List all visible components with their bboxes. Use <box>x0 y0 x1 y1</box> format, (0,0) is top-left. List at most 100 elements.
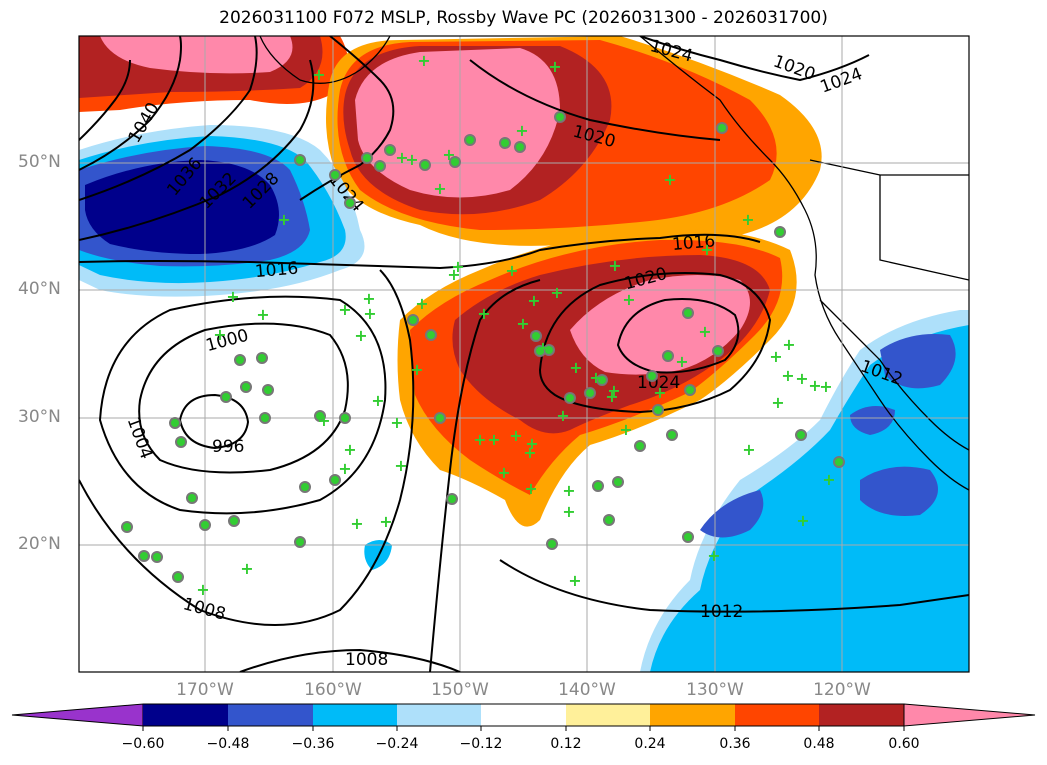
svg-text:+: + <box>781 366 794 385</box>
svg-text:+: + <box>771 393 784 412</box>
colorbar-tick-label: 0.60 <box>888 736 920 752</box>
colorbar-tick-label: −0.24 <box>375 736 419 752</box>
lon-label-150w: 150°W <box>431 680 489 700</box>
svg-text:+: + <box>338 300 351 319</box>
contour-label: 1016 <box>254 258 299 282</box>
svg-text:+: + <box>497 463 510 482</box>
gridlines <box>79 36 969 672</box>
svg-text:+: + <box>548 57 561 76</box>
svg-text:+: + <box>213 325 226 344</box>
svg-text:+: + <box>312 65 325 84</box>
svg-text:+: + <box>338 459 351 478</box>
svg-text:+: + <box>562 502 575 521</box>
svg-text:+: + <box>447 265 460 284</box>
svg-text:+: + <box>415 294 428 313</box>
isobar-1012 <box>429 279 541 672</box>
svg-text:+: + <box>653 383 666 402</box>
svg-text:+: + <box>769 347 782 366</box>
svg-text:+: + <box>562 481 575 500</box>
svg-text:+: + <box>226 287 239 306</box>
warm-core-east <box>570 275 750 375</box>
svg-text:+: + <box>362 289 375 308</box>
svg-text:+: + <box>390 413 403 432</box>
svg-text:+: + <box>240 559 253 578</box>
svg-text:+: + <box>395 148 408 167</box>
svg-text:+: + <box>350 514 363 533</box>
isobar-1000 <box>138 322 349 474</box>
svg-text:+: + <box>525 434 538 453</box>
svg-text:+: + <box>741 210 754 229</box>
svg-text:+: + <box>433 179 446 198</box>
colorbar-extend-low <box>11 703 144 727</box>
svg-text:+: + <box>487 430 500 449</box>
lon-label-140w: 140°W <box>558 680 616 700</box>
svg-text:+: + <box>607 381 620 400</box>
svg-text:+: + <box>675 352 688 371</box>
contour-label: 996 <box>212 437 244 457</box>
svg-text:+: + <box>405 150 418 169</box>
svg-text:+: + <box>622 290 635 309</box>
svg-text:+: + <box>363 304 376 323</box>
svg-text:+: + <box>354 326 367 345</box>
svg-text:+: + <box>509 426 522 445</box>
svg-text:+: + <box>256 305 269 324</box>
svg-text:+: + <box>524 479 537 498</box>
svg-text:+: + <box>569 358 582 377</box>
shading-layer <box>79 36 969 672</box>
colorbar-tick-label: −0.12 <box>459 736 503 752</box>
lon-label-160w: 160°W <box>304 680 362 700</box>
svg-text:+: + <box>589 368 602 387</box>
svg-text:+: + <box>550 283 563 302</box>
lon-label-130w: 130°W <box>686 680 744 700</box>
svg-text:+: + <box>698 322 711 341</box>
svg-text:+: + <box>568 571 581 590</box>
svg-text:+: + <box>477 304 490 323</box>
colorbar-tick-label: 0.12 <box>550 736 582 752</box>
svg-text:+: + <box>473 430 486 449</box>
colorbar-tick-label: −0.48 <box>206 736 250 752</box>
contour-label: 1008 <box>345 650 388 670</box>
svg-text:+: + <box>394 456 407 475</box>
lat-label-30n: 30°N <box>18 407 61 427</box>
svg-text:+: + <box>700 240 713 259</box>
svg-text:+: + <box>663 170 676 189</box>
svg-text:+: + <box>317 411 330 430</box>
colorbar-tick-label: −0.60 <box>121 736 165 752</box>
colorbar-tick-label: −0.36 <box>291 736 335 752</box>
isobar-1004 <box>98 295 387 515</box>
colorbar-extend-high <box>903 703 1036 727</box>
svg-text:+: + <box>619 420 632 439</box>
lat-label-50n: 50°N <box>18 152 61 172</box>
svg-text:+: + <box>379 512 392 531</box>
lon-label-170w: 170°W <box>176 680 234 700</box>
svg-text:+: + <box>371 391 384 410</box>
mslp-contours <box>79 36 969 672</box>
svg-text:+: + <box>556 406 569 425</box>
svg-text:+: + <box>523 443 536 462</box>
svg-text:+: + <box>277 210 290 229</box>
isobar-996 <box>178 393 250 450</box>
svg-text:+: + <box>605 387 618 406</box>
svg-text:+: + <box>515 121 528 140</box>
svg-text:+: + <box>796 511 809 530</box>
svg-text:+: + <box>343 440 356 459</box>
svg-text:+: + <box>742 440 755 459</box>
map-title: 2026031100 F072 MSLP, Rossby Wave PC (20… <box>219 8 828 28</box>
lon-label-120w: 120°W <box>813 680 871 700</box>
lat-label-40n: 40°N <box>18 279 61 299</box>
svg-text:+: + <box>707 546 720 565</box>
svg-text:+: + <box>417 51 430 70</box>
svg-text:+: + <box>516 314 529 333</box>
colorbar <box>11 703 1036 731</box>
svg-text:+: + <box>822 470 835 489</box>
isobar-1020-north <box>469 59 721 141</box>
svg-text:+: + <box>451 257 464 276</box>
svg-text:+: + <box>410 360 423 379</box>
colorbar-tick-label: 0.24 <box>634 736 666 752</box>
svg-text:+: + <box>536 338 549 357</box>
svg-text:+: + <box>819 377 832 396</box>
svg-text:+: + <box>795 369 808 388</box>
svg-text:+: + <box>808 376 821 395</box>
contour-label: 1016 <box>671 231 716 255</box>
